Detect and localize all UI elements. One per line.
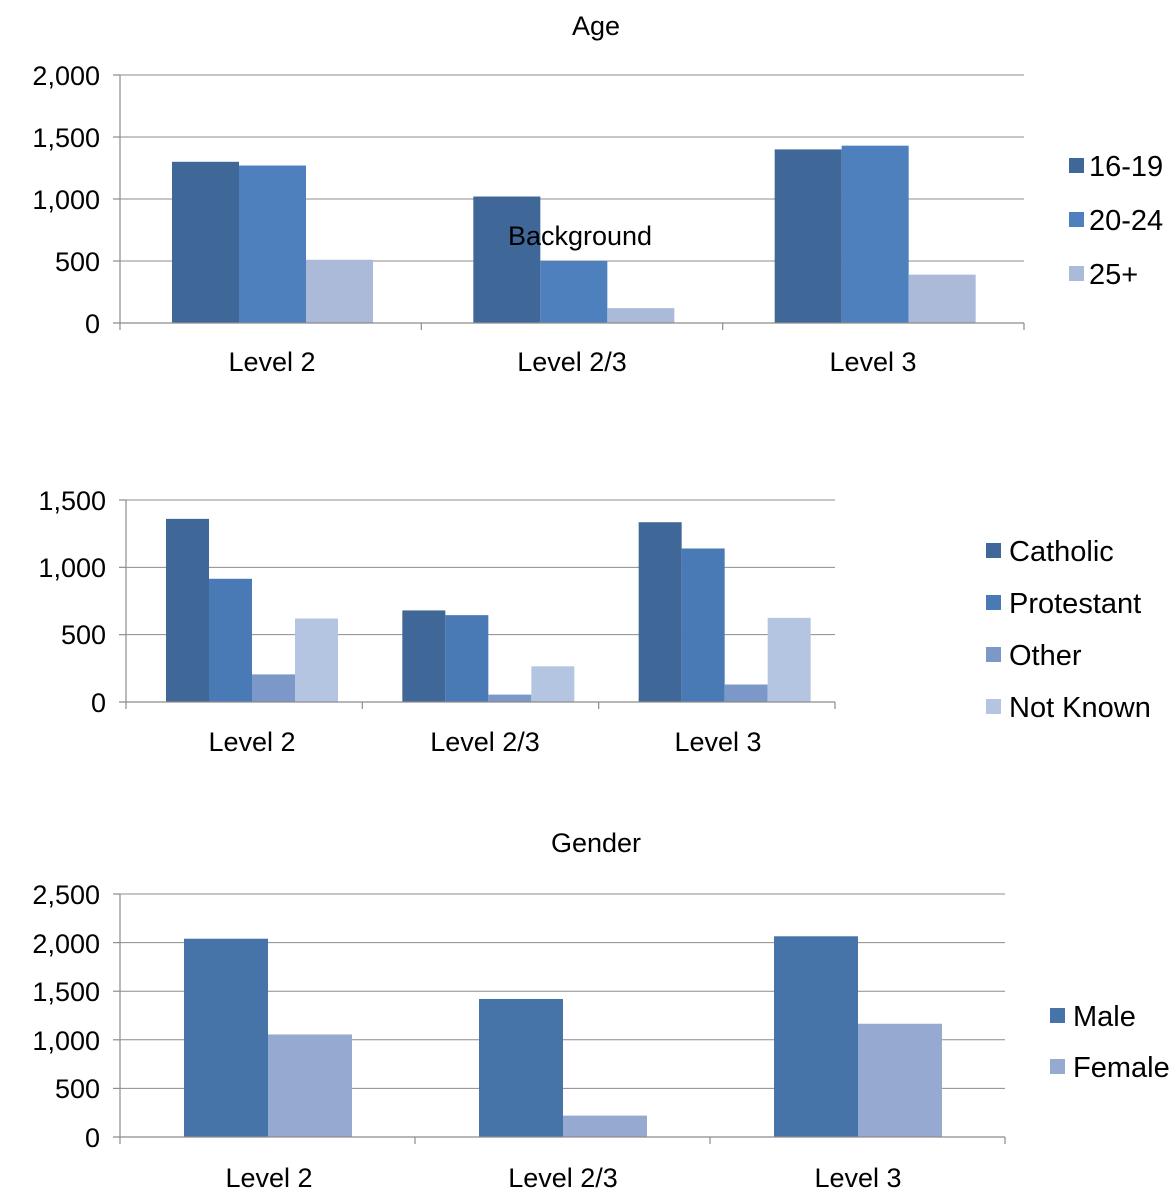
gender-y-tick: 1,000 [32, 1026, 100, 1056]
gender-legend: Male Female [1050, 1001, 1170, 1084]
gender-axes [113, 893, 1006, 1144]
background-category-labels: Level 2 Level 2/3 Level 3 [208, 727, 761, 757]
background-axes [119, 499, 836, 709]
bar-female-level-2-3 [563, 1115, 647, 1137]
legend-swatch-20-24 [1069, 212, 1084, 227]
background-y-tick: 500 [61, 620, 106, 650]
legend-swatch-other [986, 647, 1001, 662]
bar-male-level-3 [774, 936, 858, 1137]
gender-x-category-label: Level 2/3 [508, 1163, 618, 1193]
gender-category-labels: Level 2 Level 2/3 Level 3 [225, 1163, 901, 1193]
age-y-tick: 1,500 [32, 123, 100, 153]
gender-tick-labels: 0 500 1,000 1,500 2,000 2,500 [32, 880, 100, 1153]
bar-protestant-level-2 [209, 578, 252, 702]
age-y-tick: 500 [55, 247, 100, 277]
legend-label-16-19: 16-19 [1089, 151, 1163, 183]
legend-swatch-protestant [986, 595, 1001, 610]
background-chart: Background 0 500 1,000 1,500 Level 2 Lev… [38, 221, 1150, 757]
age-tick-labels: 0 500 1,000 1,500 2,000 [32, 61, 100, 339]
background-x-category-label: Level 2/3 [430, 727, 540, 757]
legend-label-female: Female [1073, 1052, 1170, 1084]
bar-protestant-level-3 [681, 548, 725, 702]
legend-swatch-catholic [986, 543, 1001, 558]
bar-male-level-2 [184, 938, 268, 1137]
gender-bars [184, 936, 942, 1137]
legend-label-male: Male [1073, 1001, 1136, 1033]
bar-catholic-level-3 [638, 522, 682, 702]
legend-swatch-25-plus [1069, 266, 1084, 281]
bar-25-level-2 [306, 259, 373, 323]
age-category-labels: Level 2 Level 2/3 Level 3 [228, 347, 916, 377]
legend-label-not-known: Not Known [1009, 692, 1151, 724]
age-axes [113, 74, 1025, 330]
bar-male-level-2-3 [479, 998, 563, 1137]
age-x-category-label: Level 3 [829, 347, 916, 377]
age-y-tick: 1,000 [32, 185, 100, 215]
age-y-tick: 0 [85, 309, 100, 339]
background-y-tick: 0 [91, 688, 106, 718]
gender-x-category-label: Level 2 [225, 1163, 312, 1193]
gender-chart: Gender 0 500 1,000 1,500 2,000 2,500 Lev… [32, 828, 1169, 1193]
bar-16-19-level-2 [172, 161, 239, 323]
gender-chart-title: Gender [551, 828, 641, 858]
bar-16-19-level-3 [774, 149, 842, 323]
legend-label-25-plus: 25+ [1089, 259, 1138, 291]
age-bars [172, 145, 976, 323]
gender-y-tick: 2,000 [32, 929, 100, 959]
bar-other-level-3 [724, 684, 768, 702]
legend-label-other: Other [1009, 640, 1082, 672]
legend-label-catholic: Catholic [1009, 536, 1114, 568]
age-y-tick: 2,000 [32, 61, 100, 91]
bar-catholic-level-2-3 [402, 610, 446, 702]
gender-y-tick: 500 [55, 1074, 100, 1104]
age-chart: Age 0 500 1,000 1,500 2,000 Level 2 Leve… [32, 11, 1163, 377]
age-chart-title: Age [572, 11, 620, 41]
background-y-tick: 1,000 [38, 553, 106, 583]
bar-catholic-level-2 [166, 518, 209, 702]
age-x-category-label: Level 2 [228, 347, 315, 377]
age-legend: 16-19 20-24 25+ [1069, 151, 1163, 291]
gender-x-category-label: Level 3 [814, 1163, 901, 1193]
bar-not-known-level-2-3 [531, 666, 575, 702]
bar-25-level-2-3 [607, 308, 675, 323]
bar-protestant-level-2-3 [445, 615, 489, 702]
legend-swatch-not-known [986, 699, 1001, 714]
bar-16-19-level-2-3 [473, 196, 541, 323]
age-x-category-label: Level 2/3 [517, 347, 627, 377]
background-chart-title: Background [508, 221, 652, 251]
bar-female-level-3 [858, 1023, 942, 1137]
bar-not-known-level-3 [767, 617, 811, 702]
gender-y-tick: 2,500 [32, 880, 100, 910]
gender-y-tick: 0 [85, 1123, 100, 1153]
background-tick-labels: 0 500 1,000 1,500 [38, 486, 106, 718]
legend-swatch-female [1050, 1059, 1065, 1074]
bar-20-24-level-2 [239, 165, 306, 323]
legend-label-protestant: Protestant [1009, 588, 1141, 620]
bar-20-24-level-3 [841, 145, 909, 323]
background-bars [166, 518, 811, 702]
bar-not-known-level-2 [295, 618, 338, 702]
bar-other-level-2 [252, 674, 295, 702]
gender-y-tick: 1,500 [32, 977, 100, 1007]
bar-female-level-2 [268, 1034, 352, 1137]
background-legend: Catholic Protestant Other Not Known [986, 536, 1151, 724]
legend-swatch-male [1050, 1008, 1065, 1023]
legend-swatch-16-19 [1069, 158, 1084, 173]
background-x-category-label: Level 3 [674, 727, 761, 757]
bar-20-24-level-2-3 [540, 261, 608, 323]
bar-other-level-2-3 [488, 694, 532, 702]
legend-label-20-24: 20-24 [1089, 205, 1163, 237]
bar-25-level-3 [908, 274, 976, 323]
background-x-category-label: Level 2 [208, 727, 295, 757]
background-y-tick: 1,500 [38, 486, 106, 516]
